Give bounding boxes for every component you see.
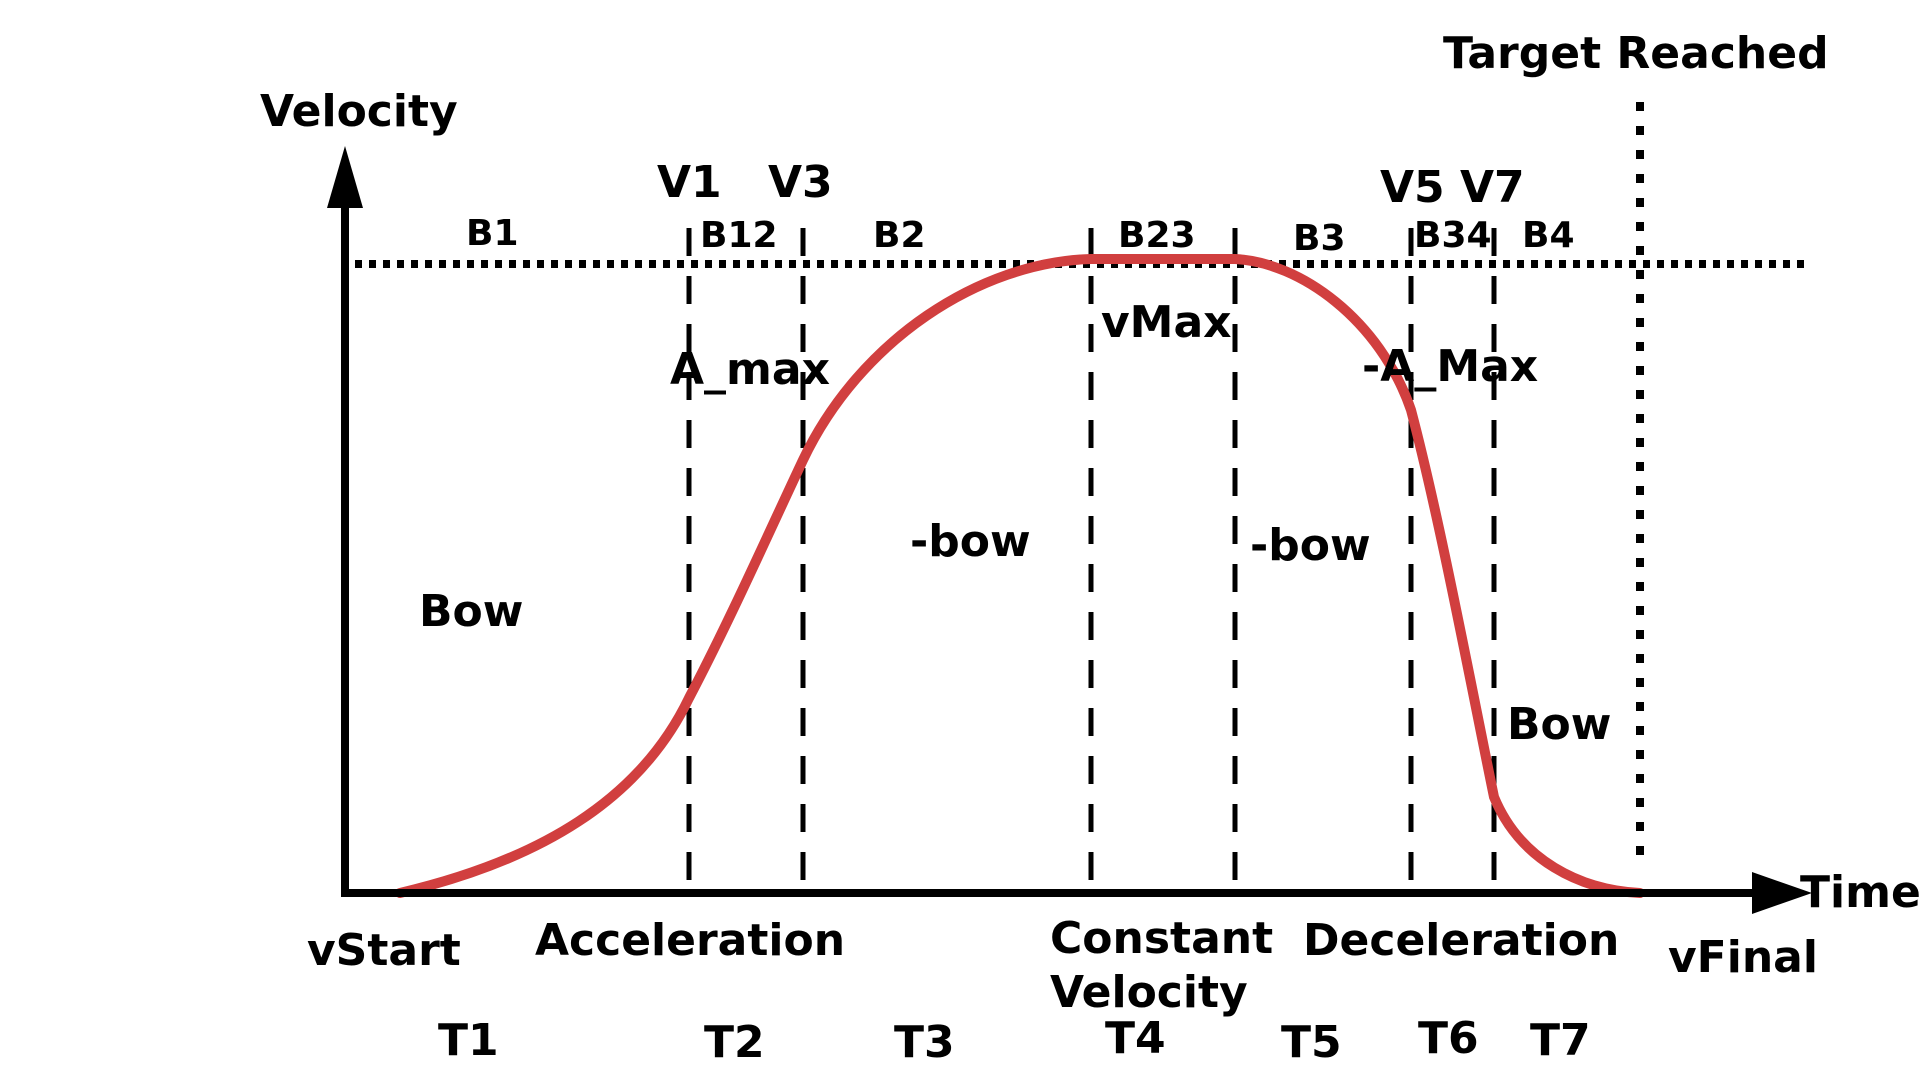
band-b4: B4	[1522, 215, 1575, 256]
velocity-curve	[395, 254, 1645, 898]
x-axis-arrowhead	[1752, 872, 1812, 914]
label-deceleration: Deceleration	[1303, 915, 1619, 966]
time-t3: T3	[894, 1017, 955, 1068]
label-bow-end: Bow	[1507, 699, 1611, 750]
y-axis-label: Velocity	[260, 86, 458, 137]
band-b12: B12	[700, 215, 778, 256]
label-acceleration: Acceleration	[535, 915, 845, 966]
label-neg-bow-1: -bow	[910, 516, 1031, 567]
band-b2: B2	[873, 215, 926, 256]
label-a-max: A_max	[670, 344, 830, 395]
label-vmax: vMax	[1101, 297, 1232, 348]
time-t2: T2	[704, 1017, 765, 1068]
band-b23: B23	[1118, 215, 1196, 256]
label-vfinal: vFinal	[1668, 932, 1818, 983]
x-axis-label: Time	[1800, 867, 1920, 918]
label-velocity: Velocity	[1050, 967, 1248, 1018]
label-neg-a-max: -A_Max	[1362, 341, 1538, 392]
label-vstart: vStart	[307, 925, 461, 976]
band-b1: B1	[466, 213, 519, 254]
band-b3: B3	[1293, 218, 1346, 259]
label-bow-start: Bow	[419, 586, 523, 637]
time-t5: T5	[1281, 1017, 1342, 1068]
marker-v3: V3	[768, 157, 833, 208]
time-t1: T1	[438, 1015, 499, 1066]
marker-v1: V1	[657, 157, 722, 208]
time-t7: T7	[1530, 1015, 1591, 1066]
time-t4: T4	[1105, 1013, 1166, 1064]
band-b34: B34	[1414, 215, 1492, 256]
marker-v5-v7: V5 V7	[1380, 162, 1525, 213]
phase-boundaries	[686, 228, 1497, 892]
y-axis-arrowhead	[327, 146, 363, 208]
label-constant: Constant	[1050, 913, 1273, 964]
time-t6: T6	[1418, 1013, 1479, 1064]
label-neg-bow-2: -bow	[1250, 520, 1371, 571]
target-reached-label: Target Reached	[1443, 28, 1829, 79]
